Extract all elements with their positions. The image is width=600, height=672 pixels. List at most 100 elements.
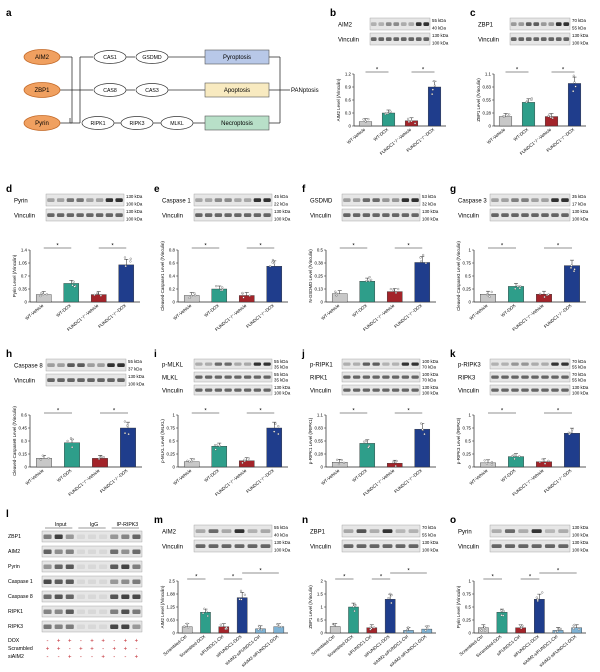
blot-label: ZBP1: [478, 23, 494, 29]
tick-label: 0: [321, 465, 324, 470]
blot-label: Caspase 8: [14, 364, 43, 370]
band: [121, 594, 130, 599]
band: [121, 534, 130, 539]
tick-label: 0.5: [317, 618, 324, 623]
band: [558, 544, 569, 549]
panel-letter: j: [301, 349, 305, 360]
band: [518, 37, 525, 42]
band: [97, 378, 105, 383]
coip-sign: -: [47, 655, 49, 661]
band: [531, 213, 539, 218]
band: [54, 579, 63, 584]
band: [195, 544, 206, 549]
band: [115, 213, 123, 218]
tick-label: 0.38: [314, 261, 323, 266]
band: [544, 544, 556, 549]
y-axis-label: Cleaved-Caspase1 Level (/Vinculin): [160, 241, 165, 311]
tick-label: 1.4: [21, 248, 28, 253]
panel-letter: f: [302, 184, 306, 195]
panel-letter: m: [154, 515, 163, 526]
tick-label: 0.75: [462, 261, 471, 266]
bar: [181, 626, 193, 634]
band: [57, 378, 65, 383]
band: [87, 564, 97, 569]
blot-label: p-RIPK1: [310, 363, 333, 369]
band: [99, 624, 108, 629]
kda-label: 55 kDa: [572, 26, 586, 31]
x-tick-label: WT-DOX: [203, 468, 220, 483]
coip-header: Input: [55, 522, 67, 528]
band: [378, 37, 385, 42]
kda-label: 35 kDa: [274, 365, 288, 370]
bar: [381, 112, 396, 127]
band: [263, 213, 271, 218]
panel-a-diagram: a AIM2: [6, 8, 319, 131]
band: [260, 529, 271, 534]
band: [65, 609, 74, 614]
kda-label: 53 kDa: [422, 194, 436, 199]
node-cas8: CAS8: [103, 88, 117, 94]
significance-star: *: [259, 569, 262, 575]
band: [54, 534, 63, 539]
band: [382, 362, 390, 366]
coip-condition-label: siAIM2: [8, 654, 24, 660]
kda-label: 100 kDa: [572, 217, 589, 222]
band: [544, 529, 556, 534]
band: [533, 22, 540, 27]
x-tick-label: FUNDC1⁻/⁻-Vehicle: [67, 468, 101, 497]
bar: [414, 262, 431, 303]
band: [415, 37, 422, 42]
band: [121, 624, 130, 629]
band: [511, 198, 519, 203]
kda-label: 130 kDa: [274, 540, 291, 545]
band: [87, 363, 95, 368]
x-tick-label: FUNDC1⁻/⁻-DOX: [543, 468, 573, 494]
band: [76, 609, 85, 614]
blot-label: Vinculin: [458, 545, 479, 551]
coip-sign: -: [91, 655, 93, 661]
blot-label: p-MLKL: [162, 363, 184, 369]
band: [105, 198, 114, 203]
band: [541, 198, 549, 203]
x-tick-label: WT-Vehicle: [24, 468, 45, 486]
tick-label: 0.45: [18, 426, 27, 431]
band: [204, 198, 213, 203]
band: [95, 213, 104, 218]
coip-row-label: RIPK1: [8, 609, 23, 615]
band: [555, 22, 562, 27]
x-tick-label: WT-Vehicle: [320, 303, 341, 321]
kda-label: 22 kDa: [274, 202, 288, 207]
band: [362, 388, 371, 392]
coip-sign: +: [68, 655, 72, 661]
x-tick-label: WT-DOX: [351, 303, 368, 318]
band: [253, 362, 262, 366]
node-mlkl: MLKL: [170, 121, 184, 127]
x-tick-label: FUNDC1⁻/⁻-DOX: [97, 303, 127, 329]
kda-label: 100 kDa: [274, 548, 291, 553]
panel-letter: c: [470, 8, 476, 19]
band: [491, 375, 499, 379]
significance-star: *: [491, 575, 494, 581]
bar: [218, 626, 230, 634]
band: [204, 375, 213, 379]
band: [352, 362, 361, 366]
kda-label: 130 kDa: [126, 194, 143, 199]
band: [411, 388, 419, 392]
band: [382, 388, 390, 392]
band: [234, 529, 245, 534]
band: [501, 198, 509, 203]
band: [352, 213, 361, 218]
band: [77, 363, 85, 368]
band: [224, 388, 232, 392]
tick-label: 0.15: [18, 452, 27, 457]
blot-label: Vinculin: [458, 214, 479, 220]
band: [400, 37, 407, 42]
band: [401, 388, 410, 392]
band: [234, 375, 242, 379]
bar: [498, 116, 513, 127]
coip-header: IgG: [90, 522, 98, 528]
tick-label: 0: [173, 631, 176, 636]
tick-label: 0.7: [21, 274, 28, 279]
